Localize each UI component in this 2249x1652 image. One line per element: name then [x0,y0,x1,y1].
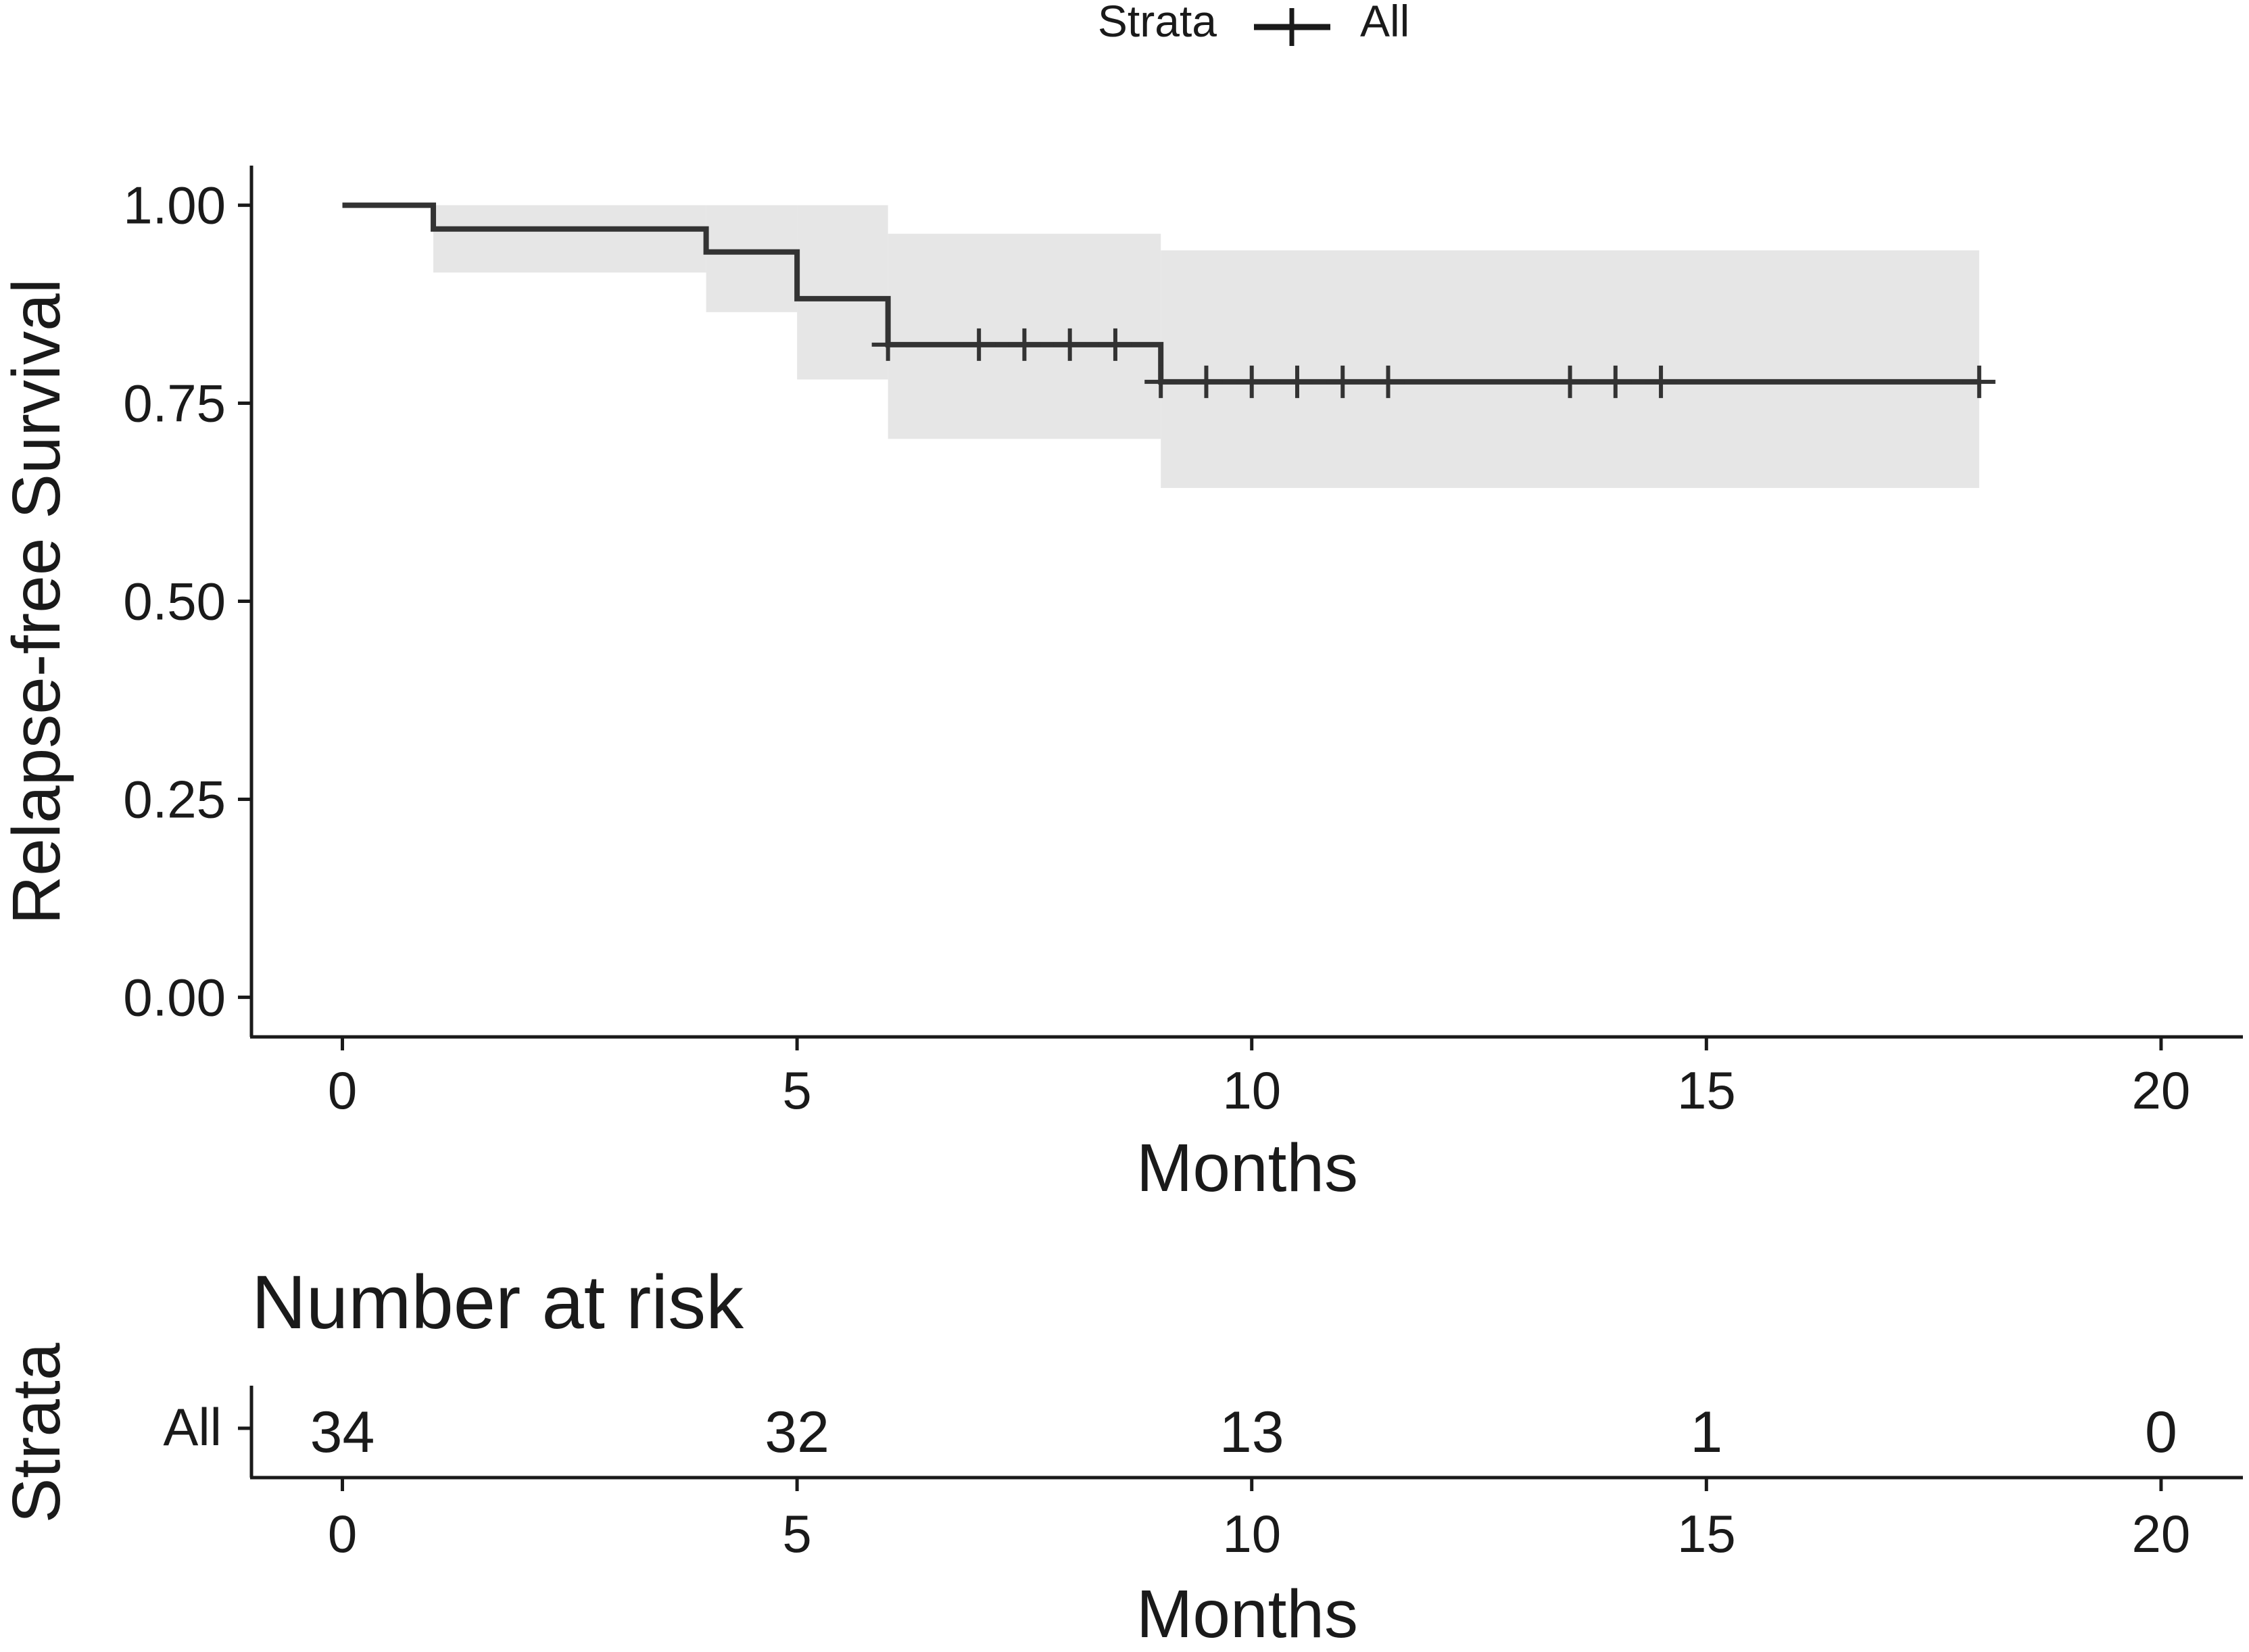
risk-x-tick-label: 0 [328,1504,357,1563]
risk-table-title: Number at risk [251,1260,744,1344]
risk-table-strata-label: Strata [0,1342,74,1523]
censor-marks [871,328,1996,398]
risk-count: 32 [765,1400,829,1465]
survival-step-line [342,202,1979,385]
y-tick-label: 0.25 [123,769,226,829]
risk-count: 0 [2145,1400,2177,1465]
ci-band-segment [797,205,888,380]
censor-mark [1326,365,1359,398]
censor-mark [1372,365,1405,398]
risk-x-axis-ticks: 0 5 10 15 20 [328,1478,2190,1563]
x-tick-label: 15 [1677,1061,1736,1120]
censor-mark [1553,365,1587,398]
censor-mark [1645,365,1678,398]
legend-label: All [1360,0,1409,46]
x-tick-label: 10 [1222,1061,1281,1120]
censor-mark [1053,328,1086,361]
risk-count: 13 [1219,1400,1284,1465]
censor-mark [1280,365,1313,398]
risk-count: 1 [1690,1400,1722,1465]
censor-mark [1008,328,1041,361]
risk-table-row-label: All [163,1397,222,1457]
y-tick-label: 0.00 [123,967,226,1027]
y-axis-ticks: 0.00 0.25 0.50 0.75 1.00 [123,176,251,1027]
ci-band-segment [433,205,706,273]
legend: Strata All [1098,0,1409,46]
survival-plot: 0.00 0.25 0.50 0.75 1.00 0 5 10 15 20 Months Rel… [0,166,2243,1206]
ci-band-segment [706,205,798,312]
risk-x-tick-label: 5 [782,1504,811,1563]
legend-title: Strata [1098,0,1217,46]
censor-mark [871,328,904,361]
censor-mark [1962,365,1996,398]
risk-x-tick-label: 15 [1677,1504,1736,1563]
risk-count: 34 [310,1400,375,1465]
y-tick-label: 0.75 [123,374,226,433]
survival-curve [342,202,1979,385]
x-axis-ticks: 0 5 10 15 20 [328,1037,2190,1120]
risk-x-tick-label: 20 [2132,1504,2191,1563]
x-tick-label: 0 [328,1061,357,1120]
censor-mark [1098,328,1132,361]
censor-mark [963,328,996,361]
risk-x-tick-label: 10 [1222,1504,1281,1563]
confidence-band [433,205,1979,488]
censor-mark [1144,365,1178,398]
censor-mark [1190,365,1223,398]
risk-counts: 34 32 13 1 0 [310,1400,2177,1465]
x-axis-label: Months [1136,1130,1358,1206]
y-axis-label: Relapse-free Survival [0,278,74,925]
censor-mark [1235,365,1268,398]
censor-mark [1599,365,1632,398]
x-tick-label: 20 [2132,1061,2191,1120]
y-tick-label: 0.50 [123,572,226,631]
risk-x-axis-label: Months [1136,1576,1358,1652]
y-tick-label: 1.00 [123,176,226,235]
risk-table: Number at risk Strata All 34 32 13 1 0 0 5 10 1… [0,1260,2243,1652]
x-tick-label: 5 [782,1061,811,1120]
